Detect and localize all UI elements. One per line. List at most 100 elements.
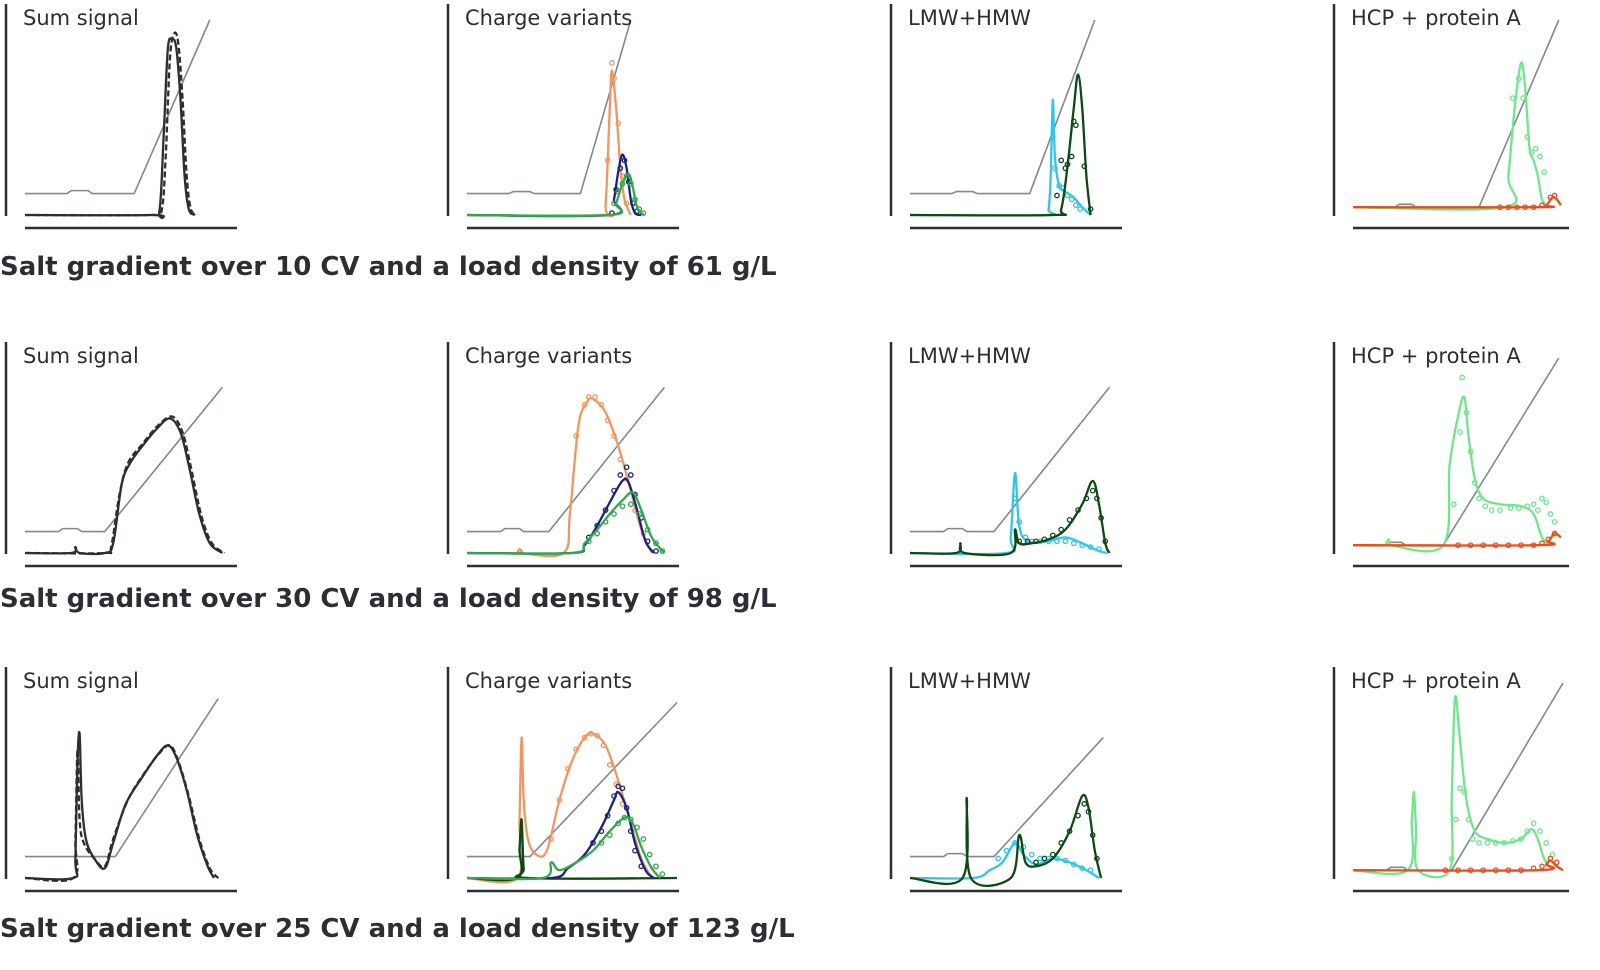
data-point-red <box>1455 542 1461 549</box>
chart-svg <box>1332 667 1569 893</box>
data-point-darkgreen <box>1016 538 1023 545</box>
data-point-lightgreen <box>1471 479 1478 486</box>
data-point-navy <box>638 863 645 870</box>
data-point-navy <box>627 472 634 478</box>
data-point-red <box>1522 204 1529 211</box>
series-line-red <box>1352 532 1562 547</box>
data-point-lightgreen <box>1476 840 1482 846</box>
series-line-green <box>466 172 645 218</box>
data-point-lightgreen <box>1528 149 1535 156</box>
chart-svg <box>1332 342 1569 568</box>
series-line-darkgreen <box>909 793 1103 887</box>
chart-svg <box>889 4 1122 230</box>
data-point-lightgreen <box>1457 785 1463 792</box>
data-point-green <box>585 538 592 545</box>
data-point-lightgreen <box>1509 838 1516 844</box>
data-point-green <box>634 824 640 831</box>
data-point-darkgreen <box>1066 828 1073 835</box>
series-line-lightgreen <box>1352 694 1554 879</box>
data-point-darkgreen <box>1041 855 1048 862</box>
data-point-lightgreen <box>1518 836 1524 842</box>
data-point-navy <box>623 464 630 471</box>
data-point-red <box>1539 540 1545 547</box>
data-point-red <box>1518 867 1524 874</box>
chart-panel: Charge variants <box>446 0 692 235</box>
chart-panel: HCP + protein A <box>1332 663 1578 898</box>
chart-svg <box>446 342 679 568</box>
data-point-cyan <box>1054 855 1060 862</box>
data-point-lightgreen <box>1537 153 1543 160</box>
data-point-cyan <box>1087 544 1094 550</box>
data-point-darkgreen <box>1058 157 1065 164</box>
data-point-darkgreen <box>1033 538 1039 545</box>
row-caption: Salt gradient over 30 CV and a load dens… <box>0 584 777 614</box>
series-line-sum <box>24 415 226 555</box>
data-point-darkgreen <box>1081 163 1088 170</box>
data-point-navy <box>621 157 628 164</box>
data-point-navy <box>619 785 626 792</box>
data-point-red <box>1518 542 1524 549</box>
data-point-red <box>1492 867 1499 874</box>
chart-title: Charge variants <box>465 344 633 368</box>
data-point-darkgreen <box>1083 495 1090 502</box>
data-point-navy <box>598 828 605 835</box>
data-point-green <box>646 851 653 858</box>
data-point-lightgreen <box>1463 409 1470 416</box>
data-point-lightgreen <box>1516 75 1522 82</box>
data-point-orange <box>611 75 617 82</box>
data-point-cyan <box>1070 861 1077 868</box>
data-point-green <box>636 511 643 517</box>
chart-title: Charge variants <box>465 669 633 693</box>
data-point-darkgreen <box>1075 507 1081 513</box>
data-point-green <box>632 196 638 203</box>
data-point-red <box>1505 204 1512 211</box>
data-point-green <box>621 814 628 821</box>
series-line-navy <box>466 790 655 880</box>
data-point-cyan <box>1003 847 1010 854</box>
data-point-red <box>1497 204 1503 211</box>
data-point-orange <box>594 732 601 739</box>
chart-svg <box>4 4 237 230</box>
chart-title: LMW+HMW <box>908 6 1031 30</box>
series-line-sum <box>24 744 220 883</box>
data-point-red <box>1455 867 1461 874</box>
chart-panel: LMW+HMW <box>889 663 1135 898</box>
data-point-cyan <box>1012 495 1018 502</box>
data-point-lightgreen <box>1467 448 1474 455</box>
data-point-orange <box>581 734 588 741</box>
chart-svg <box>1332 4 1569 230</box>
data-point-darkgreen <box>1049 851 1056 858</box>
data-point-darkgreen <box>1058 526 1065 533</box>
data-point-red <box>1530 204 1537 211</box>
data-point-navy <box>604 812 611 819</box>
data-point-green <box>653 863 659 870</box>
series-line-gradient <box>910 737 1104 858</box>
data-point-green <box>606 832 613 838</box>
series-line-darkgreen <box>909 479 1111 557</box>
data-point-darkgreen <box>1102 538 1109 545</box>
data-point-green <box>594 530 601 537</box>
chart-title: HCP + protein A <box>1351 6 1521 30</box>
data-point-darkgreen <box>1075 812 1081 819</box>
data-point-red <box>1530 865 1537 872</box>
data-point-orange <box>581 401 588 408</box>
data-point-navy <box>602 507 609 513</box>
data-point-red <box>1480 867 1487 874</box>
data-point-red <box>1492 542 1499 549</box>
series-line-gradient <box>467 19 632 195</box>
series-line-red <box>1352 196 1562 209</box>
series-line-green <box>466 816 662 881</box>
data-point-cyan <box>1070 540 1077 547</box>
data-point-lightgreen <box>1524 134 1531 140</box>
data-point-navy <box>617 165 624 172</box>
series-line-gradient <box>25 19 211 195</box>
data-point-lightgreen <box>1509 95 1516 101</box>
data-point-orange <box>611 433 617 439</box>
series-line-green <box>466 491 666 555</box>
data-point-cyan <box>1028 851 1035 858</box>
data-point-red <box>1505 867 1512 874</box>
data-point-green <box>659 548 666 554</box>
data-point-green <box>640 210 647 216</box>
chart-panel: Sum signal <box>4 338 250 573</box>
data-point-darkgreen <box>1064 161 1071 168</box>
